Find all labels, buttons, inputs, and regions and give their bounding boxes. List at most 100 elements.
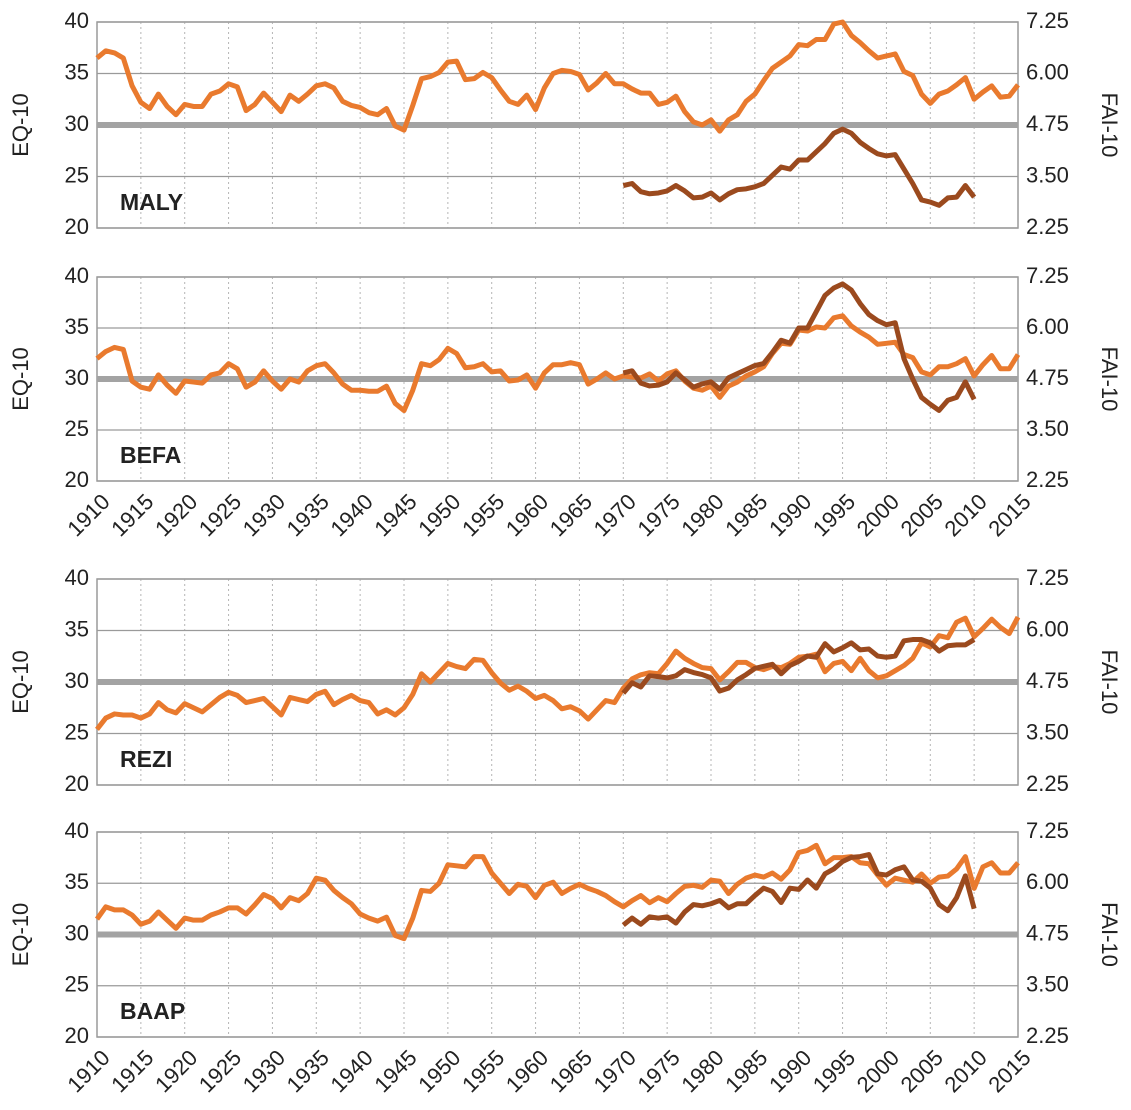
series-line xyxy=(621,852,977,928)
y2-tick-label: 7.25 xyxy=(1026,263,1069,288)
y2-axis-label: FAI-10 xyxy=(1097,650,1122,715)
x-tick-label: 1985 xyxy=(720,1045,772,1097)
x-tick-label: 1965 xyxy=(545,1045,597,1097)
series-line xyxy=(622,281,977,413)
x-tick-label: 1935 xyxy=(282,1045,334,1097)
x-tick-label: 2015 xyxy=(983,489,1035,541)
y-tick-label: 35 xyxy=(65,59,89,84)
y2-axis-label: FAI-10 xyxy=(1097,347,1122,412)
x-tick-label: 1955 xyxy=(457,489,509,541)
x-tick-label: 1940 xyxy=(325,489,377,541)
series-line xyxy=(95,313,1021,414)
x-tick-label: 1990 xyxy=(764,1045,816,1097)
y-tick-label: 30 xyxy=(65,920,89,945)
y-tick-label: 20 xyxy=(65,214,89,239)
y2-tick-label: 3.50 xyxy=(1026,972,1069,997)
x-tick-label: 1940 xyxy=(325,1045,377,1097)
panel-label: MALY xyxy=(120,189,183,215)
y-tick-label: 40 xyxy=(65,263,89,288)
y-axis-label: EQ-10 xyxy=(8,347,33,411)
y-tick-label: 25 xyxy=(65,719,89,744)
series-line xyxy=(622,126,977,208)
panel-label: REZI xyxy=(120,746,172,772)
x-tick-label: 1915 xyxy=(106,1045,158,1097)
x-tick-label: 1970 xyxy=(589,1045,641,1097)
y2-tick-label: 6.00 xyxy=(1026,869,1069,894)
x-tick-label: 1970 xyxy=(589,489,641,541)
x-tick-label: 2015 xyxy=(983,1045,1035,1097)
x-tick-label: 1945 xyxy=(369,1045,421,1097)
y2-tick-label: 3.50 xyxy=(1026,162,1069,187)
y-tick-label: 35 xyxy=(65,869,89,894)
x-tick-label: 1915 xyxy=(106,489,158,541)
y2-tick-label: 4.75 xyxy=(1026,365,1069,390)
x-tick-label: 2000 xyxy=(852,1045,904,1097)
x-tick-label: 2005 xyxy=(896,489,948,541)
panel-label: BEFA xyxy=(120,442,181,468)
y2-axis-label: FAI-10 xyxy=(1097,93,1122,158)
x-tick-label: 1910 xyxy=(62,1045,114,1097)
y-tick-label: 40 xyxy=(65,565,89,590)
x-tick-label: 1910 xyxy=(62,489,114,541)
x-tick-label: 1960 xyxy=(501,1045,553,1097)
y2-tick-label: 4.75 xyxy=(1026,920,1069,945)
x-tick-label: 1980 xyxy=(676,1045,728,1097)
y2-tick-label: 7.25 xyxy=(1026,818,1069,843)
x-tick-label: 1995 xyxy=(808,1045,860,1097)
x-tick-label: 1975 xyxy=(632,489,684,541)
x-tick-label: 1935 xyxy=(282,489,334,541)
x-tick-label: 1950 xyxy=(413,489,465,541)
x-tick-label: 2010 xyxy=(939,489,991,541)
x-tick-label: 1990 xyxy=(764,489,816,541)
series-line xyxy=(621,637,976,695)
y2-tick-label: 6.00 xyxy=(1026,616,1069,641)
y2-tick-label: 2.25 xyxy=(1026,771,1069,796)
x-tick-label: 1950 xyxy=(413,1045,465,1097)
x-tick-label: 1960 xyxy=(501,489,553,541)
y2-tick-label: 3.50 xyxy=(1026,719,1069,744)
y-tick-label: 25 xyxy=(65,972,89,997)
x-tick-label: 1945 xyxy=(369,489,421,541)
x-tick-label: 1980 xyxy=(676,489,728,541)
y2-tick-label: 2.25 xyxy=(1026,467,1069,492)
y2-tick-label: 2.25 xyxy=(1026,214,1069,239)
y-axis-label: EQ-10 xyxy=(8,903,33,967)
series-line xyxy=(94,842,1020,942)
y-axis-label: EQ-10 xyxy=(8,650,33,714)
y-tick-label: 30 xyxy=(65,668,89,693)
x-tick-label: 2005 xyxy=(896,1045,948,1097)
y2-tick-label: 4.75 xyxy=(1026,668,1069,693)
series-line xyxy=(95,19,1020,134)
y-tick-label: 20 xyxy=(65,771,89,796)
y-tick-label: 20 xyxy=(65,467,89,492)
y2-tick-label: 7.25 xyxy=(1026,565,1069,590)
y-tick-label: 30 xyxy=(65,365,89,390)
y-tick-label: 30 xyxy=(65,111,89,136)
y-tick-label: 25 xyxy=(65,162,89,187)
y-tick-label: 40 xyxy=(65,818,89,843)
x-tick-label: 1930 xyxy=(238,489,290,541)
y-axis-label: EQ-10 xyxy=(8,93,33,157)
x-tick-label: 1925 xyxy=(194,1045,246,1097)
y2-tick-label: 6.00 xyxy=(1026,59,1069,84)
panel-label: BAAP xyxy=(120,998,185,1024)
x-tick-label: 1985 xyxy=(720,489,772,541)
y2-tick-label: 2.25 xyxy=(1026,1023,1069,1048)
y2-tick-label: 7.25 xyxy=(1026,8,1069,33)
x-tick-label: 1920 xyxy=(150,1045,202,1097)
x-tick-label: 1925 xyxy=(194,489,246,541)
x-tick-label: 1955 xyxy=(457,1045,509,1097)
y2-tick-label: 3.50 xyxy=(1026,416,1069,441)
y2-tick-label: 6.00 xyxy=(1026,314,1069,339)
y2-axis-label: FAI-10 xyxy=(1097,902,1122,967)
x-tick-label: 1930 xyxy=(238,1045,290,1097)
x-tick-label: 2000 xyxy=(852,489,904,541)
x-tick-label: 1965 xyxy=(545,489,597,541)
y-tick-label: 40 xyxy=(65,8,89,33)
x-tick-label: 1920 xyxy=(150,489,202,541)
y-tick-label: 35 xyxy=(65,616,89,641)
x-tick-label: 1995 xyxy=(808,489,860,541)
y2-tick-label: 4.75 xyxy=(1026,111,1069,136)
series-line xyxy=(95,615,1021,731)
